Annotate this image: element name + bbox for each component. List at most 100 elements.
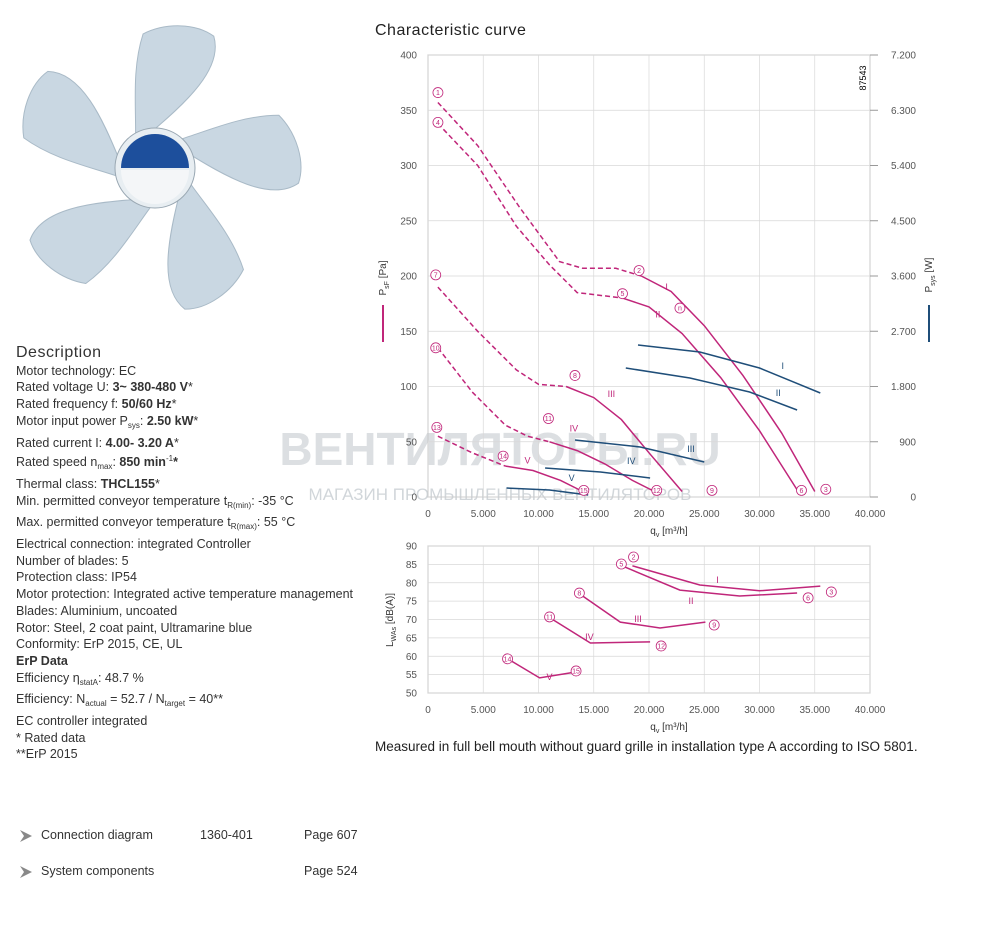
axis-label-sub: v bbox=[656, 728, 660, 735]
description-text: Electrical connection: integrated Contro… bbox=[16, 537, 251, 552]
description-text: * Rated data bbox=[16, 730, 86, 745]
axis-label-unit: [W] bbox=[924, 257, 935, 275]
operating-point bbox=[708, 619, 720, 631]
operating-point-label: 14 bbox=[504, 656, 512, 663]
operating-point bbox=[651, 484, 663, 496]
description-text: Min. permitted conveyor temperature t bbox=[16, 493, 228, 508]
axis-label-main: q bbox=[650, 526, 656, 537]
y2-tick-label: 4.500 bbox=[891, 216, 916, 227]
operating-point bbox=[655, 640, 667, 652]
y-tick-label: 60 bbox=[406, 652, 418, 663]
curve-label: III bbox=[608, 389, 616, 399]
curve-label: V bbox=[569, 473, 575, 483]
description-text: * bbox=[171, 397, 177, 412]
description-line: Rotor: Steel, 2 coat paint, Ultramarine … bbox=[16, 620, 353, 637]
operating-point bbox=[432, 87, 444, 98]
description-text: Rated voltage U: bbox=[16, 380, 113, 395]
axis-label-unit: [Pa] bbox=[378, 260, 389, 281]
link-label[interactable]: Connection diagram bbox=[41, 828, 153, 842]
curve bbox=[620, 564, 798, 597]
description-text: ErP Data bbox=[16, 653, 68, 668]
axis-label-sub: v bbox=[656, 532, 660, 539]
operating-point-label: 4 bbox=[436, 120, 440, 127]
link-label[interactable]: System components bbox=[41, 864, 155, 878]
x-tick-label: 40.000 bbox=[855, 705, 886, 716]
axis-label: LWAs [dB(A)] bbox=[385, 593, 398, 647]
operating-point-label: 7 bbox=[434, 272, 438, 279]
curve-label: III bbox=[687, 444, 695, 454]
description-text: * bbox=[188, 380, 193, 395]
link-page[interactable]: Page 524 bbox=[304, 864, 358, 878]
curve bbox=[506, 657, 576, 679]
operating-point bbox=[825, 586, 837, 598]
x-tick-label: 35.000 bbox=[799, 705, 830, 716]
operating-point bbox=[570, 665, 582, 677]
curve bbox=[437, 101, 642, 277]
curve-label: IV bbox=[585, 632, 594, 642]
description-text: Efficiency: N bbox=[16, 692, 86, 707]
operating-point bbox=[543, 413, 554, 424]
axis-label-unit: [dB(A)] bbox=[385, 593, 396, 627]
description-text: * bbox=[154, 476, 160, 491]
operating-point-label: 12 bbox=[653, 488, 661, 495]
operating-point-label: 9 bbox=[712, 623, 716, 630]
y2-tick-label: 3.600 bbox=[891, 272, 916, 283]
description-text: : bbox=[112, 455, 120, 470]
link-code: 1360-401 bbox=[200, 828, 253, 842]
operating-point bbox=[497, 450, 509, 462]
curve bbox=[506, 487, 589, 496]
fan-image bbox=[22, 25, 302, 310]
curve-label: I bbox=[781, 361, 784, 371]
axis-label-sub: sF bbox=[384, 281, 391, 289]
axis-label-sub: WAs bbox=[391, 626, 398, 641]
operating-point-label: 3 bbox=[829, 589, 833, 596]
y2-tick-label: 5.400 bbox=[891, 161, 916, 172]
y-tick-label: 85 bbox=[406, 560, 418, 571]
operating-point bbox=[796, 484, 807, 496]
operating-point-label: 6 bbox=[806, 595, 810, 602]
y-tick-label: 250 bbox=[400, 216, 417, 227]
curve bbox=[549, 441, 655, 493]
curve bbox=[577, 592, 706, 629]
operating-point-label: 8 bbox=[577, 591, 581, 598]
x-tick-label: 20.000 bbox=[634, 705, 665, 716]
description-text: -1 bbox=[165, 454, 174, 464]
curve bbox=[622, 297, 799, 492]
description-text: Motor technology: EC bbox=[16, 363, 137, 378]
operating-point bbox=[544, 611, 555, 623]
x-tick-label: 15.000 bbox=[578, 509, 609, 520]
description-text: Conformity: ErP 2015, CE, UL bbox=[16, 637, 183, 652]
y-tick-label: 65 bbox=[406, 633, 418, 644]
description-line: Motor technology: EC bbox=[16, 363, 353, 380]
description-text: : bbox=[139, 413, 147, 428]
description-line: Efficiency ηstatA: 48.7 % bbox=[16, 670, 353, 692]
description-line: Number of blades: 5 bbox=[16, 553, 353, 570]
curve bbox=[545, 467, 651, 479]
description-text: **ErP 2015 bbox=[16, 747, 78, 762]
y2-tick-label: 900 bbox=[899, 437, 916, 448]
chart-id: 87543 bbox=[858, 65, 868, 90]
description-line: Efficiency: Nactual = 52.7 / Ntarget = 4… bbox=[16, 691, 353, 713]
link-icons bbox=[20, 830, 32, 878]
operating-point bbox=[430, 269, 442, 281]
operating-point-label: 1 bbox=[436, 90, 440, 97]
description-line: Rated voltage U: 3~ 380-480 V* bbox=[16, 379, 353, 396]
description-line: Protection class: IP54 bbox=[16, 569, 353, 586]
operating-point bbox=[430, 342, 442, 354]
operating-point-label: 15 bbox=[572, 668, 580, 675]
description-text: = 52.7 / N bbox=[106, 692, 165, 707]
y-tick-label: 90 bbox=[406, 542, 418, 553]
curve bbox=[437, 122, 623, 299]
description-line: Max. permitted conveyor temperature tR(m… bbox=[16, 514, 353, 536]
y-tick-label: 150 bbox=[400, 327, 417, 338]
x-tick-label: 5.000 bbox=[471, 705, 496, 716]
link-page[interactable]: Page 607 bbox=[304, 828, 358, 842]
curve bbox=[632, 565, 821, 592]
y-tick-label: 50 bbox=[406, 689, 418, 700]
operating-point-label: 6 bbox=[800, 488, 804, 495]
x-tick-label: 35.000 bbox=[799, 509, 830, 520]
axis-label: PsF [Pa] bbox=[378, 260, 391, 295]
curve bbox=[625, 367, 798, 411]
axis-label: Psys [W] bbox=[924, 257, 937, 292]
x-tick-label: 0 bbox=[425, 509, 431, 520]
